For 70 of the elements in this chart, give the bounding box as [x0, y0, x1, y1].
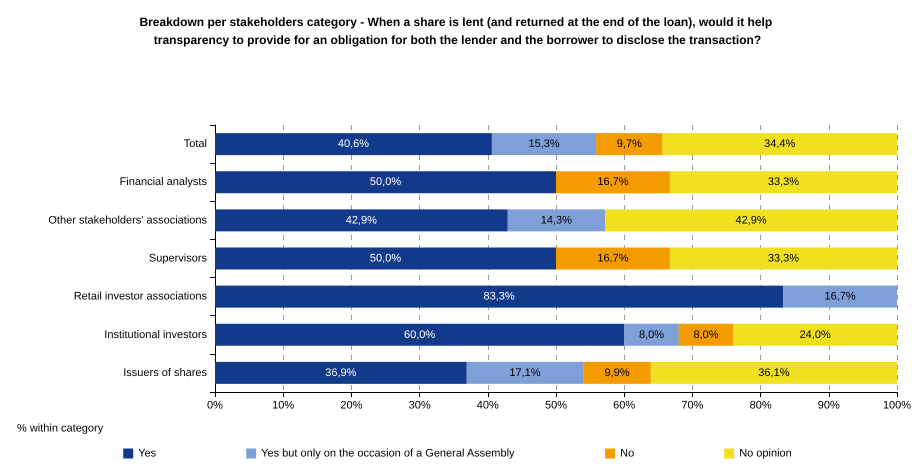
x-tick-label: 60%	[613, 400, 636, 412]
x-tick-label: 80%	[750, 400, 772, 412]
bar	[215, 171, 556, 194]
bar	[215, 209, 508, 232]
data-label: 36,1%	[758, 366, 790, 379]
bar	[733, 324, 897, 346]
legend-label: Yes	[138, 448, 157, 460]
bar	[605, 209, 897, 232]
bar	[678, 324, 734, 346]
y-tick-label: Other stakeholders' associations	[48, 214, 208, 226]
chart-title: Breakdown per stakeholders category - When a share is lent (and returned at the end of the loan), would it help transparency to provide for an obligation for both the lender and the borrower to disclose the transaction?	[139, 15, 776, 47]
y-tick-label: Retail investor associations	[74, 290, 208, 303]
y-tick-label: Issuers of shares	[123, 366, 208, 379]
data-label: 36,9%	[325, 366, 357, 379]
bar	[583, 362, 651, 384]
data-label: 60,0%	[404, 328, 436, 341]
legend-label: No	[620, 448, 634, 460]
bar	[215, 324, 624, 346]
y-tick-label: Supervisors	[148, 252, 208, 264]
x-tick-label: 30%	[408, 400, 431, 412]
y-tick-label: Total	[184, 138, 207, 150]
data-label: 9,7%	[616, 138, 642, 150]
x-tick-label: 40%	[476, 400, 500, 412]
data-label: 33,3%	[768, 252, 800, 264]
bar	[670, 171, 897, 194]
data-label: 50,0%	[370, 176, 402, 188]
legend-label: No opinion	[739, 448, 792, 460]
bar	[662, 133, 897, 156]
data-label: 17,1%	[509, 366, 541, 379]
bar	[556, 248, 670, 270]
x-tick-label: 90%	[818, 400, 840, 412]
bar	[215, 248, 556, 270]
data-label: 16,7%	[597, 252, 629, 264]
data-label: 50,0%	[370, 252, 402, 264]
data-label: 42,9%	[735, 214, 767, 226]
data-label: 40,6%	[338, 138, 370, 150]
data-label: 8,0%	[638, 328, 664, 341]
data-label: 15,3%	[528, 138, 560, 150]
data-label: 42,9%	[346, 214, 378, 226]
data-label: 33,3%	[768, 176, 800, 188]
x-tick-label: 100%	[882, 400, 912, 412]
legend-label: Yes but only on the occasion of a General Assembly	[261, 448, 516, 460]
data-label: 83,3%	[483, 290, 515, 303]
bar	[783, 286, 897, 308]
data-label: 34,4%	[764, 138, 796, 150]
bar	[650, 362, 897, 384]
data-label: 16,7%	[597, 176, 629, 188]
x-tick-label: 70%	[681, 400, 704, 412]
y-tick-label: Institutional investors	[104, 328, 208, 341]
data-label: 8,0%	[694, 328, 719, 341]
bar	[466, 362, 584, 384]
x-tick-label: 20%	[340, 400, 363, 412]
bar	[624, 324, 679, 346]
bar	[596, 133, 662, 156]
data-label: 14,3%	[540, 214, 572, 226]
bar	[670, 248, 897, 270]
x-tick-label: 50%	[544, 400, 568, 412]
data-label: 24,0%	[800, 328, 831, 341]
data-label: 16,7%	[824, 290, 856, 303]
bar	[556, 171, 670, 194]
data-label: 9,9%	[604, 366, 630, 379]
bar	[215, 286, 784, 308]
bar	[215, 362, 467, 384]
y-tick-label: Financial analysts	[120, 176, 208, 188]
bar	[508, 209, 606, 232]
x-tick-label: 0%	[207, 400, 224, 412]
x-tick-label: 10%	[272, 400, 294, 412]
bar	[492, 133, 596, 156]
bar	[215, 133, 492, 156]
x-axis-title: % within category	[17, 422, 104, 434]
